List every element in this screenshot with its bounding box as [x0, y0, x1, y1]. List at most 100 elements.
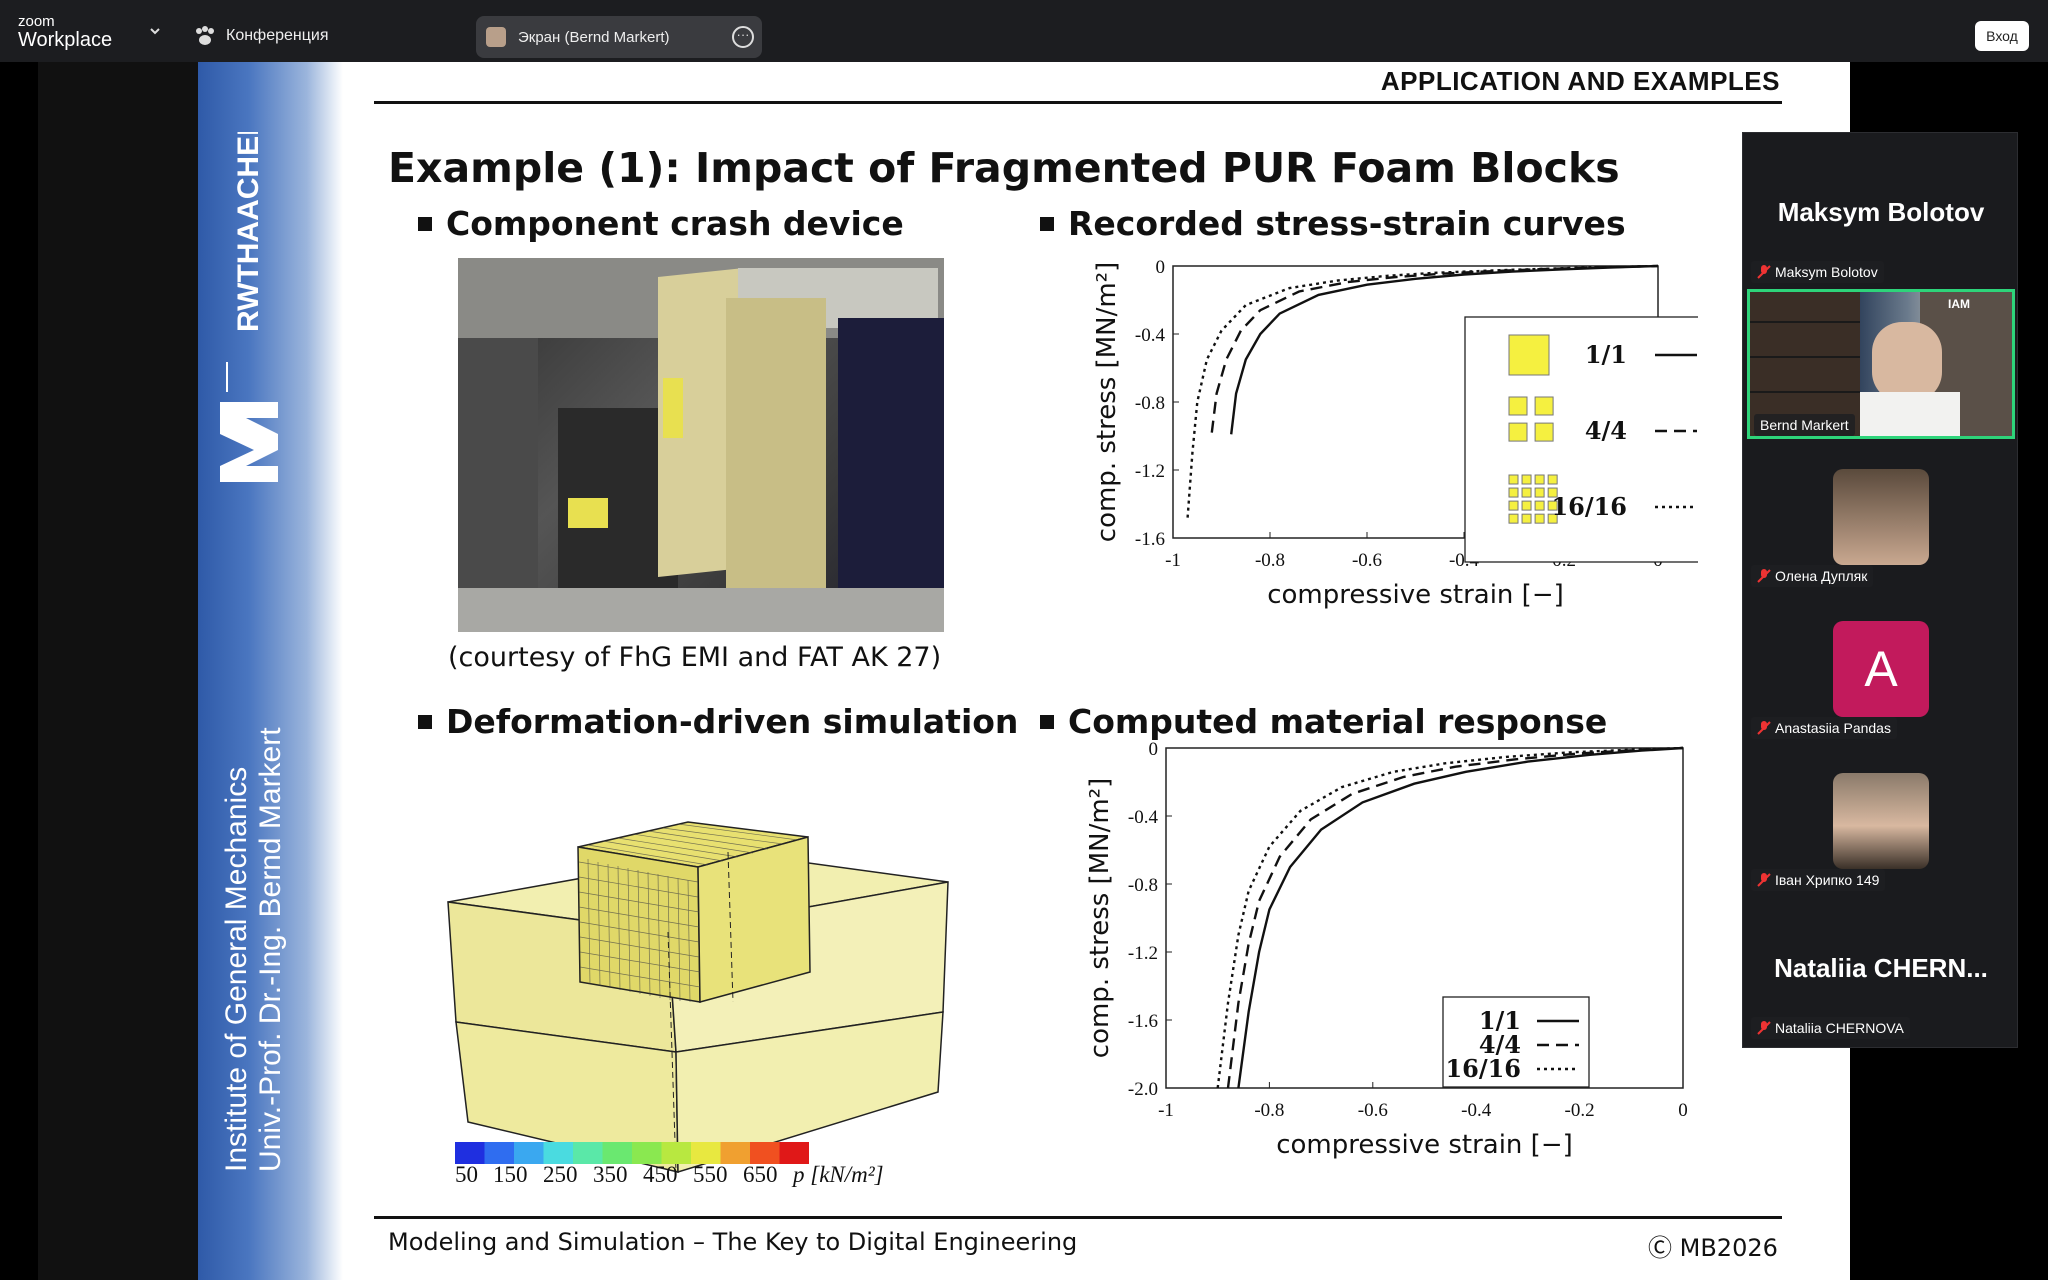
bullet-recorded-curves: Recorded stress-strain curves — [1040, 204, 1626, 243]
slide-header-text: APPLICATION AND EXAMPLES — [1380, 66, 1780, 96]
institute-line-1: Institute of General Mechanics — [220, 766, 253, 1172]
participant-label: Anastasiia Pandas — [1751, 717, 1897, 739]
colorbar-segment — [750, 1142, 780, 1164]
colorbar-segment — [661, 1142, 692, 1164]
x-axis-label: compressive strain [−] — [1267, 580, 1564, 610]
x-tick-label: -0.8 — [1254, 1100, 1284, 1121]
slide-title: Example (1): Impact of Fragmented PUR Fo… — [388, 144, 1620, 192]
more-options-icon[interactable]: ··· — [732, 26, 754, 48]
y-tick-label: -1.6 — [1135, 529, 1165, 550]
y-tick-label: -0.8 — [1128, 875, 1158, 896]
participant-panel: Maksym Bolotov Maksym Bolotov IAM Bernd … — [1742, 132, 2018, 1048]
y-tick-label: -1.6 — [1128, 1011, 1158, 1032]
legend-fragment-icon — [1547, 513, 1558, 524]
y-axis-label: comp. stress [MN/m²] — [1092, 262, 1122, 542]
legend-fragment-icon — [1508, 334, 1550, 376]
colorbar-tick: 150 — [493, 1162, 528, 1187]
colorbar-segment — [720, 1142, 751, 1164]
y-tick-label: -1.2 — [1128, 943, 1158, 964]
login-button[interactable]: Вход — [1975, 21, 2029, 51]
participant-label: Maksym Bolotov — [1751, 261, 1884, 283]
legend-box — [1442, 996, 1590, 1088]
institute-line-2: Univ.-Prof. Dr.-Ing. Bernd Markert — [254, 727, 287, 1172]
colorbar-tick: 450 — [643, 1162, 678, 1187]
institute-credit: Institute of General Mechanics Univ.-Pro… — [220, 727, 288, 1172]
computed-material-response-chart: -1 -0.8 -0.6 -0.4 -0.2 0 0 -0.4 -0.8 -1.2 -1.6 -2.0… — [1085, 739, 1688, 1160]
colorbar-tick: 50 — [455, 1162, 478, 1187]
participant-label: Олена Дупляк — [1751, 565, 1874, 587]
legend-fragment-icon — [1508, 500, 1519, 511]
legend-fragment-icon — [1534, 396, 1554, 416]
bullet-text: Deformation-driven simulation — [446, 702, 1019, 741]
screen-share-pill[interactable]: Экран (Bernd Markert) ··· — [476, 16, 762, 58]
crash-device-photo — [458, 258, 944, 632]
series-line — [1216, 746, 1684, 1089]
y-tick-label: -1.2 — [1135, 461, 1165, 482]
bullet-crash-device: Component crash device — [418, 204, 904, 243]
bullet-computed-response: Computed material response — [1040, 702, 1607, 741]
bullet-text: Component crash device — [446, 204, 904, 243]
x-tick-label: -1 — [1165, 550, 1181, 571]
participant-label-text: Bernd Markert — [1760, 417, 1849, 433]
participant-avatar-initial[interactable]: A — [1833, 621, 1929, 717]
colorbar-segment — [779, 1142, 809, 1164]
pressure-colorbar — [455, 1142, 809, 1164]
legend-fragment-icon — [1521, 500, 1532, 511]
chevron-down-icon[interactable] — [148, 24, 162, 38]
participant-photo-ivan[interactable] — [1833, 773, 1929, 869]
mic-muted-icon — [1757, 1021, 1771, 1035]
legend-fragment-icon — [1534, 422, 1554, 442]
series-line — [1186, 264, 1659, 518]
legend-fragment-icon — [1547, 487, 1558, 498]
share-left-margin — [38, 62, 198, 1280]
colorbar-segment — [484, 1142, 515, 1164]
x-axis-label: compressive strain [−] — [1276, 1130, 1573, 1160]
svg-text:IAM: IAM — [1948, 297, 1970, 311]
legend-entry-label: 1/1 — [1585, 340, 1627, 369]
participant-name-display: Maksym Bolotov — [1777, 197, 1985, 227]
colorbar-segment — [514, 1142, 544, 1164]
legend-entry-label: 4/4 — [1479, 1030, 1521, 1059]
bullet-square-icon — [1040, 714, 1054, 729]
colorbar-tick: 650 — [743, 1162, 778, 1187]
legend-fragment-icon — [1534, 474, 1545, 485]
x-tick-label: -0.4 — [1461, 1100, 1492, 1121]
participant-photo-olena[interactable] — [1833, 469, 1929, 565]
participant-label-text: Anastasiia Pandas — [1775, 720, 1891, 736]
mic-muted-icon — [1757, 569, 1771, 583]
colorbar-segment — [573, 1142, 603, 1164]
legend-fragment-icon — [1534, 513, 1545, 524]
y-axis-label: comp. stress [MN/m²] — [1085, 778, 1115, 1058]
x-tick-label: -0.2 — [1565, 1100, 1595, 1121]
top-bar: zoom Workplace Конференция Экран (Bernd … — [0, 0, 2048, 62]
colorbar-segment — [691, 1142, 721, 1164]
active-speaker-video[interactable]: IAM Bernd Markert — [1747, 289, 2015, 439]
series-line — [1237, 746, 1684, 1089]
recorded-stress-strain-chart: -1-0.8-0.6-0.4-0.200-0.4-0.8-1.2-1.6comp… — [1092, 257, 1698, 610]
iam-logo — [220, 362, 278, 482]
legend-fragment-icon — [1508, 474, 1519, 485]
x-tick-label: -0.8 — [1255, 550, 1285, 571]
participant-label-text: Maksym Bolotov — [1775, 264, 1878, 280]
participant-label: Nataliia CHERNOVA — [1751, 1017, 1910, 1039]
screen-share-label: Экран (Bernd Markert) — [518, 28, 670, 46]
participants-icon — [196, 26, 214, 45]
colorbar-segment — [632, 1142, 662, 1164]
colorbar-tick: 350 — [593, 1162, 628, 1187]
legend-fragment-icon — [1521, 474, 1532, 485]
zoom-workplace-logo[interactable]: zoom Workplace — [18, 14, 112, 50]
conference-label: Конференция — [226, 27, 329, 44]
legend-fragment-icon — [1547, 500, 1558, 511]
conference-tab[interactable]: Конференция — [194, 24, 329, 48]
footer-rule — [374, 1216, 1782, 1219]
bullet-square-icon — [418, 714, 432, 729]
slide-side-band — [198, 62, 343, 1280]
legend-fragment-icon — [1508, 487, 1519, 498]
participant-label-text: Nataliia CHERNOVA — [1775, 1020, 1904, 1036]
presentation-slide: RWTHAACHEN UNIVERSITY Institute of Gener… — [198, 62, 1850, 1280]
y-tick-label: -0.8 — [1135, 393, 1165, 414]
mic-muted-icon — [1757, 265, 1771, 279]
y-tick-label: -2.0 — [1128, 1079, 1158, 1100]
plot-frame — [1165, 747, 1684, 1089]
mic-muted-icon — [1757, 721, 1771, 735]
